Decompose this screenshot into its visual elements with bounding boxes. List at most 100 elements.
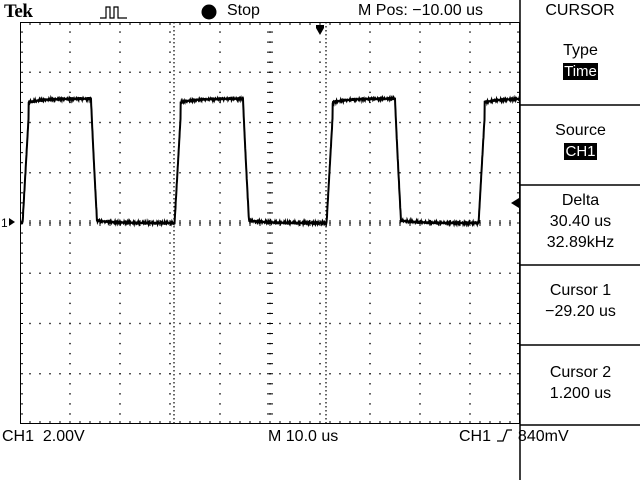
- cursor-1-line: [173, 118, 175, 120]
- menu-item-value-secondary: 32.89kHz: [546, 234, 615, 251]
- cursor-2-line: [325, 318, 327, 320]
- cursor-1-line: [173, 138, 175, 140]
- cursor-1-line: [173, 338, 175, 340]
- cursor-1-line: [173, 82, 175, 84]
- cursor-2-line: [325, 94, 327, 96]
- cursor-1-line: [173, 182, 175, 184]
- cursor-2-line: [325, 146, 327, 148]
- cursor-1-line: [173, 210, 175, 212]
- trigger-level-marker-icon: [511, 198, 519, 208]
- menu-item-label: Type: [563, 42, 598, 59]
- cursor-1-line: [173, 242, 175, 244]
- cursor-2-line: [325, 186, 327, 188]
- cursor-1-line: [173, 214, 175, 216]
- menu-item-value: Time: [563, 63, 598, 80]
- cursor-1-line: [173, 22, 175, 24]
- cursor-1-line: [173, 126, 175, 128]
- cursor-2-line: [325, 326, 327, 328]
- cursor-2-line: [325, 386, 327, 388]
- horizontal-position-readout: M Pos: −10.00 us: [358, 2, 483, 20]
- cursor-1-line: [173, 174, 175, 176]
- cursor-2-line: [325, 262, 327, 264]
- cursor-1-line: [173, 286, 175, 288]
- cursor-2-line: [325, 254, 327, 256]
- cursor-1-line: [173, 162, 175, 164]
- cursor-2-line: [325, 130, 327, 132]
- menu-item-value: CH1: [564, 143, 597, 160]
- cursor-2-line: [325, 38, 327, 40]
- cursor-2-line: [325, 30, 327, 32]
- cursor-2-line: [325, 126, 327, 128]
- cursor-2-line: [325, 298, 327, 300]
- cursor-1-line: [173, 402, 175, 404]
- cursor-2-line: [325, 106, 327, 108]
- cursor-2-line: [325, 198, 327, 200]
- cursor-2-line: [325, 54, 327, 56]
- cursor-1-line: [173, 358, 175, 360]
- cursor-1-line: [173, 98, 175, 100]
- cursor-1-line: [173, 190, 175, 192]
- cursor-2-line: [325, 230, 327, 232]
- cursor-1-line: [173, 282, 175, 284]
- cursor-1-line: [173, 158, 175, 160]
- cursor-1-line: [173, 326, 175, 328]
- menu-item-delta[interactable]: Delta 30.40 us 32.89kHz: [521, 190, 640, 253]
- menu-item-cursor-1[interactable]: Cursor 1 −29.20 us: [521, 280, 640, 322]
- cursor-1-line: [173, 254, 175, 256]
- cursor-1-line: [173, 386, 175, 388]
- cursor-1-line: [173, 50, 175, 52]
- cursor-1-line: [173, 398, 175, 400]
- cursor-2-line: [325, 162, 327, 164]
- cursor-1-line: [173, 278, 175, 280]
- cursor-2-line: [325, 410, 327, 412]
- cursor-2-line: [325, 282, 327, 284]
- cursor-2-line: [325, 274, 327, 276]
- timebase-readout: M 10.0 us: [268, 428, 339, 445]
- menu-title: CURSOR: [545, 2, 615, 19]
- cursor-1-line: [173, 150, 175, 152]
- cursor-2-line: [325, 74, 327, 76]
- cursor-1-line: [173, 362, 175, 364]
- cursor-1-line: [173, 230, 175, 232]
- cursor-1-line: [173, 406, 175, 408]
- cursor-2-line: [325, 378, 327, 380]
- menu-item-cursor-2[interactable]: Cursor 2 1.200 us: [521, 362, 640, 404]
- brand-logo: Tek: [4, 1, 33, 22]
- cursor-2-line: [325, 226, 327, 228]
- cursor-1-line: [173, 34, 175, 36]
- cursor-2-line: [325, 354, 327, 356]
- cursor-2-line: [325, 90, 327, 92]
- cursor-1-line: [173, 114, 175, 116]
- cursor-1-line: [173, 322, 175, 324]
- menu-item-type[interactable]: Type Time: [521, 40, 640, 82]
- cursor-1-line: [173, 130, 175, 132]
- cursor-1-line: [173, 202, 175, 204]
- cursor-2-line: [325, 406, 327, 408]
- cursor-1-line: [173, 146, 175, 148]
- cursor-1-line: [173, 262, 175, 264]
- cursor-1-line: [173, 86, 175, 88]
- cursor-1-line: [173, 122, 175, 124]
- cursor-2-line: [325, 182, 327, 184]
- cursor-1-line: [173, 234, 175, 236]
- cursor-1-line: [173, 370, 175, 372]
- cursor-2-line: [325, 398, 327, 400]
- cursor-2-line: [325, 322, 327, 324]
- menu-item-label: Delta: [561, 192, 600, 209]
- cursor-1-line: [173, 58, 175, 60]
- cursor-2-line: [325, 158, 327, 160]
- cursor-2-line: [325, 366, 327, 368]
- mpos-label: M Pos:: [358, 2, 408, 19]
- cursor-2-line: [325, 62, 327, 64]
- cursor-1-line: [173, 250, 175, 252]
- cursor-2-line: [325, 150, 327, 152]
- cursor-1-line: [173, 258, 175, 260]
- cursor-1-line: [173, 354, 175, 356]
- cursor-2-line: [325, 418, 327, 420]
- cursor-2-line: [325, 334, 327, 336]
- cursor-2-line: [325, 350, 327, 352]
- menu-item-source[interactable]: Source CH1: [521, 120, 640, 162]
- cursor-2-line: [325, 370, 327, 372]
- cursor-2-line: [325, 310, 327, 312]
- cursor-2-line: [325, 206, 327, 208]
